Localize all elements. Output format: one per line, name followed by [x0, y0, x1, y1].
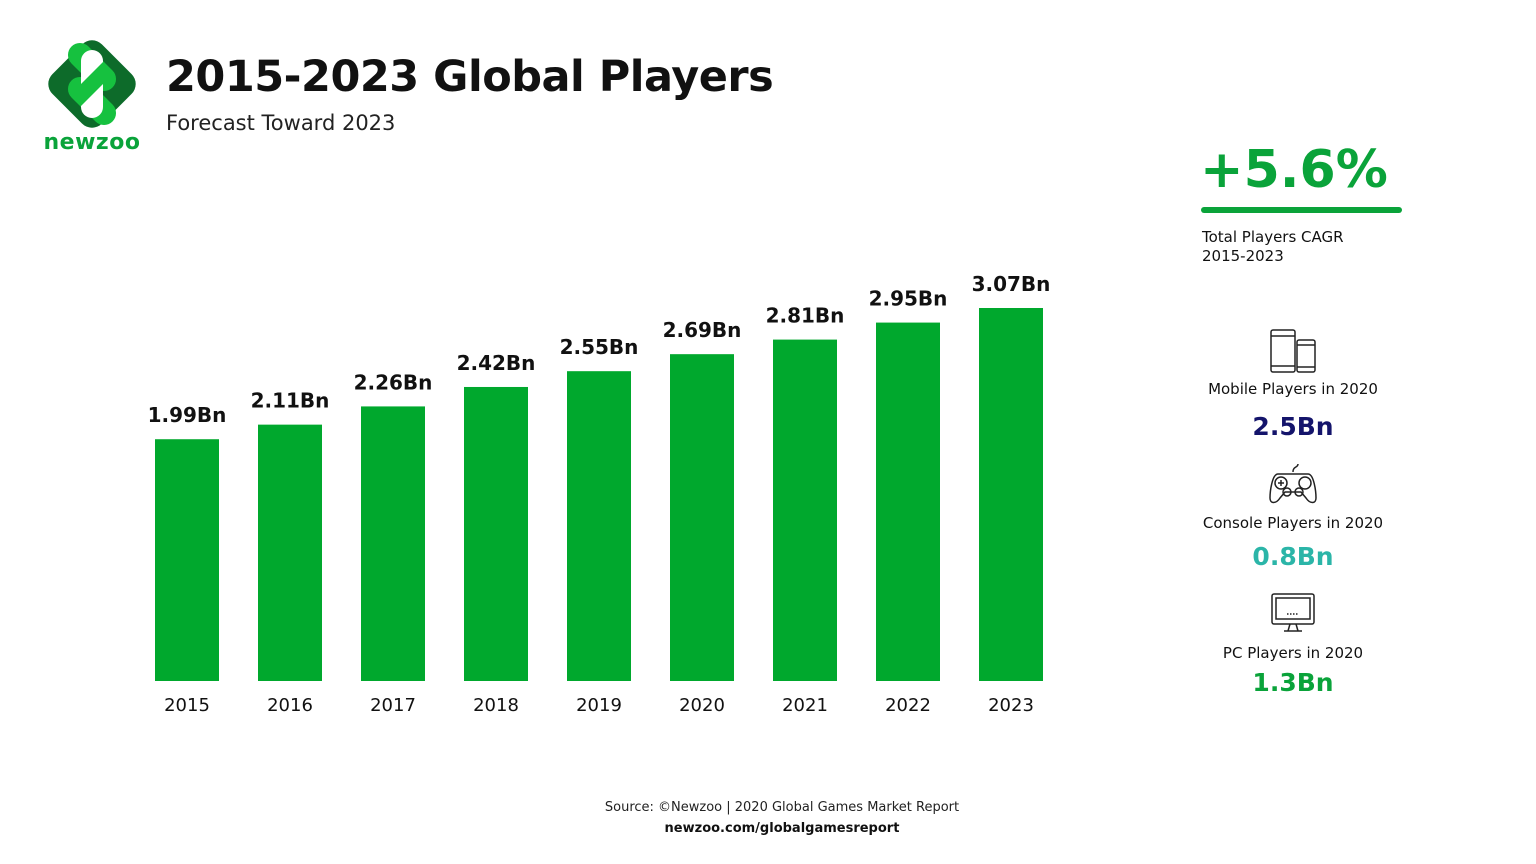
data-label: 3.07Bn [972, 272, 1051, 296]
stat-label: Console Players in 2020 [1202, 514, 1384, 532]
x-tick-label: 2021 [782, 695, 828, 716]
x-tick-label: 2020 [679, 695, 725, 716]
stat-value: 1.3Bn [1252, 668, 1334, 697]
x-tick-label: 2019 [576, 695, 622, 716]
cagr-value: +5.6% [1200, 140, 1388, 200]
bar-2016 [258, 424, 322, 681]
bar-2022 [876, 322, 940, 681]
bar-2019 [567, 371, 631, 681]
data-label: 2.69Bn [663, 318, 742, 342]
stat-mobile: Mobile Players in 2020 2.5Bn [1188, 328, 1398, 441]
data-label: 2.11Bn [251, 389, 330, 413]
stat-label: Mobile Players in 2020 [1208, 380, 1378, 398]
stat-console: Console Players in 2020 0.8Bn [1188, 462, 1398, 571]
x-tick-label: 2017 [370, 695, 416, 716]
x-tick-label: 2018 [473, 695, 519, 716]
data-label: 2.55Bn [560, 335, 639, 359]
data-label: 2.42Bn [457, 351, 536, 375]
newzoo-logo [48, 40, 136, 128]
cagr-label-line2: 2015-2023 [1202, 247, 1284, 265]
bar-2021 [773, 339, 837, 681]
gamepad-icon [1269, 463, 1317, 504]
x-tick-label: 2016 [267, 695, 313, 716]
stat-value: 0.8Bn [1252, 542, 1334, 571]
data-label: 2.81Bn [766, 304, 845, 328]
logo-wordmark: newzoo [43, 130, 141, 155]
bar-2020 [670, 354, 734, 681]
bar-2015 [155, 439, 219, 681]
stat-pc: PC Players in 2020 1.3Bn [1188, 592, 1398, 697]
x-tick-label: 2022 [885, 695, 931, 716]
page-subtitle: Forecast Toward 2023 [166, 111, 396, 135]
source-text: Source: ©Newzoo | 2020 Global Games Mark… [604, 800, 960, 815]
bar-chart: 1.99Bn 2015 2.11Bn 2016 2.26Bn 2017 2.42Bn 2018… [148, 272, 1051, 716]
cagr-label-line1: Total Players CAGR [1202, 228, 1344, 246]
data-label: 2.95Bn [869, 287, 948, 311]
page-title: 2015-2023 Global Players [166, 52, 774, 102]
mobile-devices-icon [1270, 329, 1316, 373]
bar-2018 [464, 386, 528, 681]
bar-2017 [361, 406, 425, 681]
report-link[interactable]: newzoo.com/globalgamesreport [664, 821, 900, 836]
monitor-icon [1271, 593, 1315, 632]
cagr-underline [1201, 207, 1402, 213]
bar-2023 [979, 308, 1043, 681]
x-tick-label: 2015 [164, 695, 210, 716]
stat-value: 2.5Bn [1252, 412, 1334, 441]
stat-label: PC Players in 2020 [1222, 644, 1364, 662]
x-tick-label: 2023 [988, 695, 1034, 716]
cagr-label: Total Players CAGR 2015-2023 [1202, 228, 1402, 266]
data-label: 1.99Bn [148, 403, 227, 427]
data-label: 2.26Bn [354, 370, 433, 394]
